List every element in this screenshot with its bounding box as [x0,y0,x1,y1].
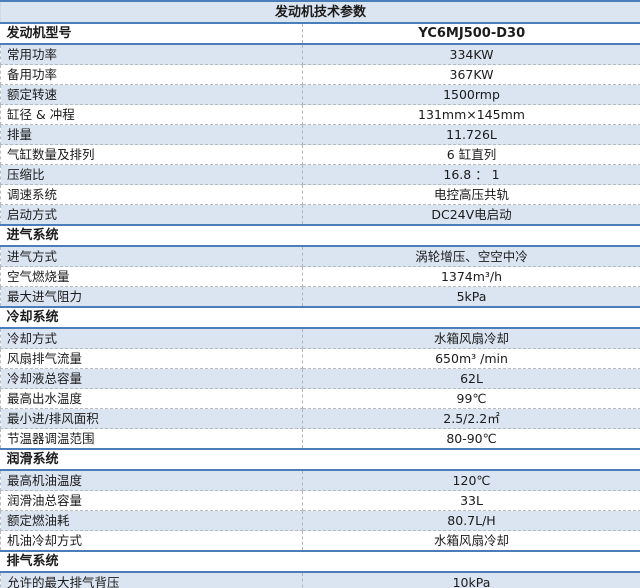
table-row: 最小进/排风面积 2.5/2.2㎡ [0,408,640,429]
spec-value: 80-90℃ [302,428,640,450]
page-title: 发动机技术参数 [0,0,640,24]
spec-value: 16.8 ： 1 [302,164,640,185]
section-header-label: 进气系统 [0,224,640,247]
spec-label: 常用功率 [0,44,303,65]
spec-value: 6 缸直列 [302,144,640,165]
table-title-row: 发动机技术参数 [0,0,640,24]
engine-model-label: 发动机型号 [0,23,303,45]
section-header-label: 冷却系统 [0,306,640,329]
table-row: 调速系统 电控高压共轨 [0,184,640,205]
table-row: 备用功率 367KW [0,64,640,85]
spec-label: 压缩比 [0,164,303,185]
spec-label: 缸径 & 冲程 [0,104,303,125]
spec-label: 气缸数量及排列 [0,144,303,165]
table-row: 允许的最大排气背压 10kPa [0,572,640,588]
table-row: 冷却方式 水箱风扇冷却 [0,328,640,349]
spec-label: 额定燃油耗 [0,510,303,531]
spec-value: 131mm×145mm [302,104,640,125]
spec-label: 节温器调温范围 [0,428,303,450]
spec-label: 允许的最大排气背压 [0,572,303,588]
spec-label: 进气方式 [0,246,303,267]
spec-label: 备用功率 [0,64,303,85]
spec-label: 风扇排气流量 [0,348,303,369]
table-row: 节温器调温范围 80-90℃ [0,428,640,450]
section-header-row: 冷却系统 [0,306,640,329]
spec-value: 80.7L/H [302,510,640,531]
spec-value: 120℃ [302,470,640,491]
spec-value: 650m³ /min [302,348,640,369]
spec-value: 11.726L [302,124,640,145]
table-row: 冷却液总容量 62L [0,368,640,389]
section-header-row: 排气系统 [0,550,640,573]
spec-value: 33L [302,490,640,511]
table-row: 气缸数量及排列 6 缸直列 [0,144,640,165]
spec-value: 水箱风扇冷却 [302,530,640,552]
spec-label: 冷却方式 [0,328,303,349]
spec-label: 机油冷却方式 [0,530,303,552]
table-row: 润滑油总容量 33L [0,490,640,511]
section-header-label: 润滑系统 [0,448,640,471]
table-row: 最高出水温度 99℃ [0,388,640,409]
spec-label: 调速系统 [0,184,303,205]
section-header-row: 进气系统 [0,224,640,247]
spec-label: 最高出水温度 [0,388,303,409]
spec-value: 1500rmp [302,84,640,105]
table-row: 启动方式 DC24V电启动 [0,204,640,226]
table-row: 机油冷却方式 水箱风扇冷却 [0,530,640,552]
spec-value: DC24V电启动 [302,204,640,226]
spec-label: 最小进/排风面积 [0,408,303,429]
spec-value: 10kPa [302,572,640,588]
spec-label: 冷却液总容量 [0,368,303,389]
spec-value: 涡轮增压、空空中冷 [302,246,640,267]
table-row: 额定燃油耗 80.7L/H [0,510,640,531]
spec-value: 5kPa [302,286,640,308]
table-row: 最大进气阻力 5kPa [0,286,640,308]
spec-value: 367KW [302,64,640,85]
spec-value: 水箱风扇冷却 [302,328,640,349]
spec-value: 62L [302,368,640,389]
table-row: 排量 11.726L [0,124,640,145]
table-row: 额定转速 1500rmp [0,84,640,105]
table-row: 压缩比 16.8 ： 1 [0,164,640,185]
spec-label: 最高机油温度 [0,470,303,491]
spec-label: 启动方式 [0,204,303,226]
section-header-label: 排气系统 [0,550,640,573]
spec-label: 额定转速 [0,84,303,105]
table-row: 进气方式 涡轮增压、空空中冷 [0,246,640,267]
spec-value: 99℃ [302,388,640,409]
section-header-row: 润滑系统 [0,448,640,471]
spec-value: 2.5/2.2㎡ [302,408,640,429]
spec-label: 空气燃烧量 [0,266,303,287]
table-row: 风扇排气流量 650m³ /min [0,348,640,369]
spec-value: 1374m³/h [302,266,640,287]
spec-value: 334KW [302,44,640,65]
engine-model-row: 发动机型号 YC6MJ500-D30 [0,23,640,45]
spec-value: 电控高压共轨 [302,184,640,205]
table-row: 常用功率 334KW [0,44,640,65]
spec-label: 排量 [0,124,303,145]
table-row: 空气燃烧量 1374m³/h [0,266,640,287]
spec-label: 最大进气阻力 [0,286,303,308]
engine-model-value: YC6MJ500-D30 [302,23,640,45]
table-row: 最高机油温度 120℃ [0,470,640,491]
table-row: 缸径 & 冲程 131mm×145mm [0,104,640,125]
spec-label: 润滑油总容量 [0,490,303,511]
